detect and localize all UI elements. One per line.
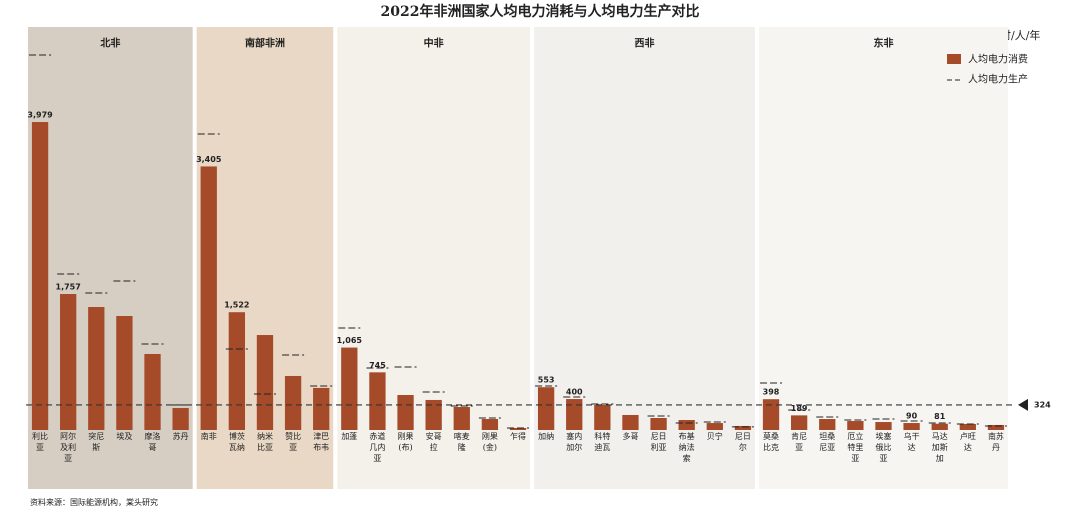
bar [481, 419, 499, 430]
bar [369, 372, 386, 430]
bar [875, 422, 892, 430]
bar [622, 414, 639, 430]
region-label: 北非 [100, 37, 120, 50]
x-tick-label: 摩洛哥 [145, 431, 161, 452]
x-tick-label: 南非 [201, 431, 217, 441]
bar [228, 312, 246, 430]
bar [847, 421, 864, 430]
x-tick-label: 多哥 [622, 431, 638, 441]
x-tick-label: 科特迪瓦 [594, 431, 610, 452]
bar [453, 407, 470, 430]
source: 资料来源：国际能源机构，棠头研究 [30, 497, 158, 507]
data-label: 398 [763, 388, 780, 397]
region-label: 中非 [424, 37, 444, 50]
bar [594, 404, 611, 430]
x-tick-label: 纳米比亚 [257, 431, 273, 452]
bar [537, 387, 555, 430]
region-label: 西非 [635, 37, 655, 50]
region-label: 南部非洲 [245, 37, 285, 50]
x-tick-label: 加蓬 [341, 431, 357, 441]
bar [116, 315, 133, 430]
bar [650, 418, 667, 430]
reference-marker [1018, 398, 1028, 411]
x-tick-label: 赞比亚 [285, 431, 301, 452]
bar [762, 399, 780, 430]
bar [144, 353, 161, 430]
bar [903, 423, 920, 430]
bar [88, 307, 105, 430]
legend-swatch [947, 54, 961, 64]
data-label: 189 [791, 404, 808, 413]
bar [819, 419, 836, 430]
data-label: 1,522 [224, 301, 249, 310]
x-tick-label: 埃及 [116, 431, 132, 441]
x-tick-label: 尼日尔 [735, 432, 751, 452]
bar [678, 420, 695, 430]
bar [931, 423, 948, 430]
x-tick-label: 刚果(布) [398, 432, 414, 452]
region-panel [28, 27, 193, 489]
data-label: 553 [538, 376, 555, 385]
x-tick-label: 厄立特里亚 [847, 431, 863, 463]
data-label: 745 [369, 361, 386, 370]
x-tick-label: 津巴布韦 [313, 431, 329, 452]
reference-label: 324 [1034, 400, 1051, 409]
bar [425, 399, 442, 430]
x-tick-label: 尼日利亚 [651, 432, 667, 452]
data-label: 1,065 [337, 336, 363, 345]
x-tick-label: 肯尼亚 [791, 431, 807, 452]
bar [313, 387, 330, 430]
x-tick-label: 马达加斯加 [932, 431, 948, 463]
x-tick-label: 贝宁 [707, 431, 723, 441]
x-tick-label: 阿尔及利亚 [60, 431, 76, 463]
x-tick-label: 布基纳法索 [679, 431, 695, 463]
bar [172, 408, 189, 430]
bar [987, 424, 1005, 430]
x-tick-label: 卢旺达 [960, 431, 976, 452]
x-tick-label: 乌干达 [904, 431, 920, 452]
data-label: 3,979 [27, 111, 53, 120]
bar [706, 423, 723, 430]
x-tick-label: 乍得 [510, 431, 526, 441]
data-label: 1,757 [56, 283, 81, 292]
legend-label: 人均电力消费 [968, 53, 1028, 66]
x-tick-label: 坦桑尼亚 [819, 431, 835, 452]
x-tick-label: 莫桑比克 [763, 431, 779, 452]
x-tick-label: 博茨瓦纳 [229, 431, 245, 452]
bar [200, 166, 217, 430]
chart-title: 2022年非洲国家人均电力消耗与人均电力生产对比 [381, 3, 700, 20]
x-tick-label: 苏丹 [173, 431, 189, 441]
bar [284, 375, 302, 430]
bar [256, 335, 274, 430]
bar [509, 427, 527, 430]
x-tick-label: 加纳 [538, 431, 554, 441]
region-label: 东非 [873, 37, 893, 50]
legend-label: 人均电力生产 [968, 73, 1028, 86]
x-tick-label: 刚果(金) [482, 432, 498, 452]
x-tick-label: 安哥拉 [426, 431, 442, 452]
region-panel [758, 27, 1008, 489]
data-label: 81 [934, 412, 946, 421]
bar [60, 294, 77, 430]
data-label: 3,405 [196, 155, 222, 164]
bar [397, 395, 414, 430]
bar [734, 425, 752, 430]
x-tick-label: 喀麦隆 [454, 431, 470, 452]
x-tick-label: 赤道几内亚 [369, 431, 385, 463]
x-tick-label: 南苏丹 [988, 431, 1004, 452]
bar [566, 399, 583, 430]
bar [790, 415, 808, 430]
x-tick-label: 埃塞俄比亚 [875, 431, 891, 463]
bar [341, 347, 358, 430]
x-tick-label: 塞内加尔 [566, 431, 582, 452]
bar [959, 423, 976, 430]
data-label: 400 [566, 388, 583, 397]
x-tick-label: 利比亚 [32, 431, 48, 452]
bar [31, 122, 49, 431]
x-tick-label: 突尼斯 [88, 431, 104, 452]
data-label: 90 [906, 412, 918, 421]
